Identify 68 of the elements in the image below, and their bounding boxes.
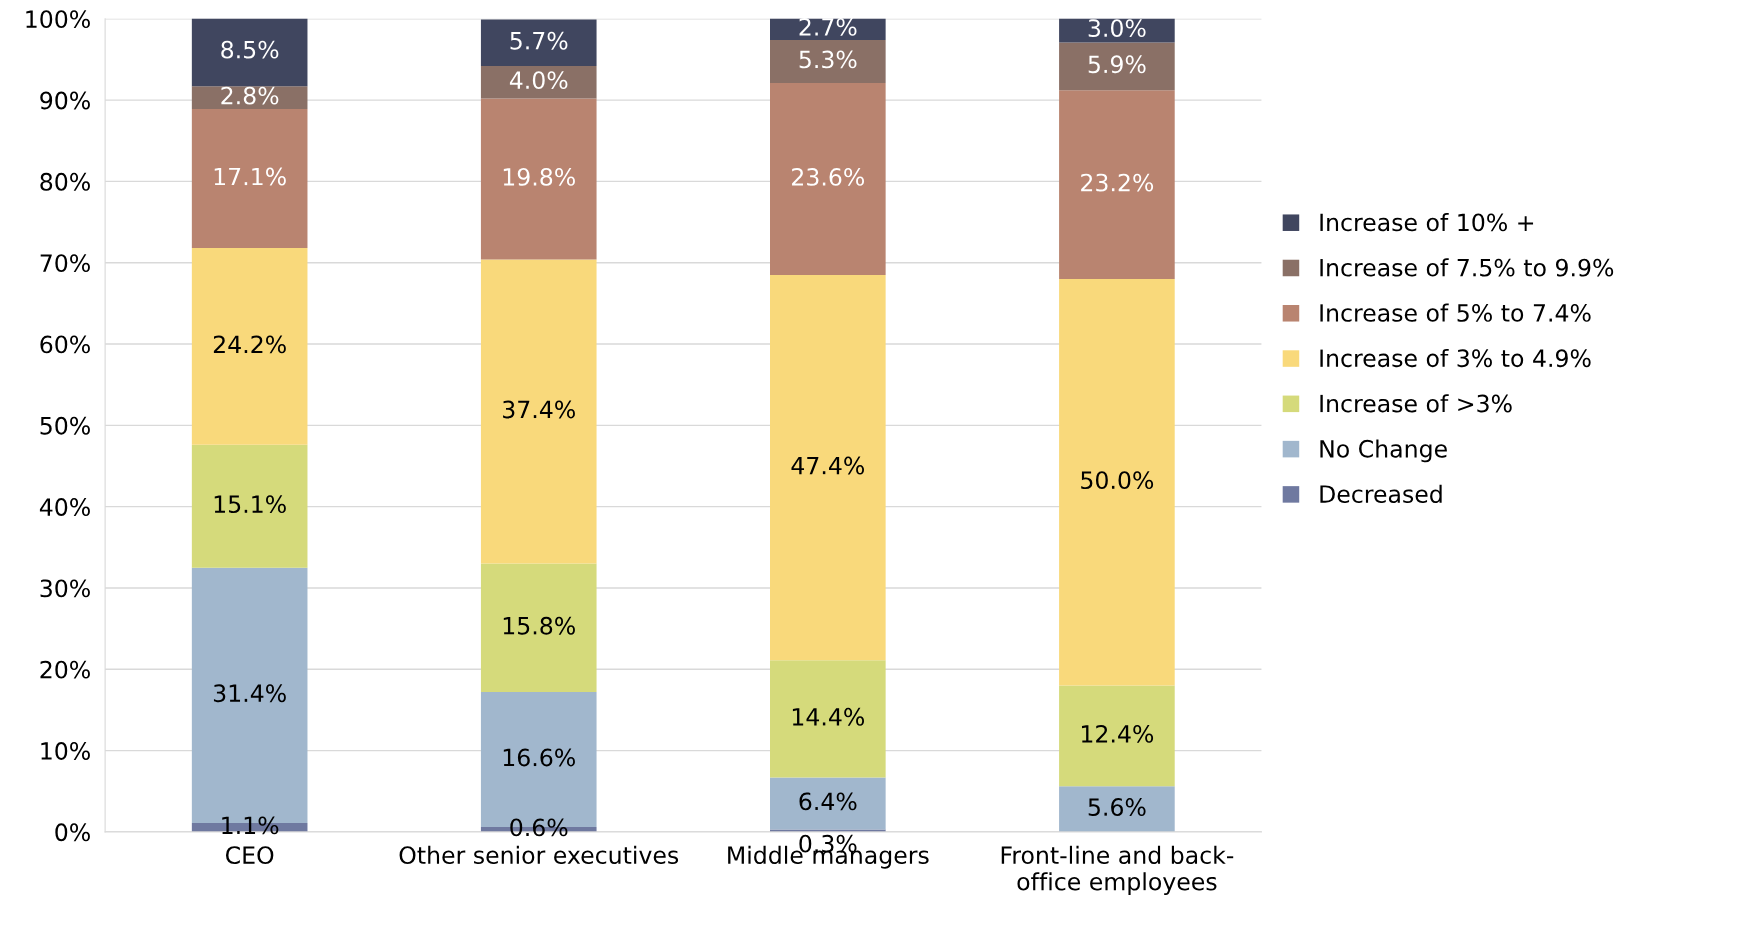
y-tick-label: 100% bbox=[26, 10, 90, 29]
bar bbox=[480, 563, 597, 693]
data-label: 1.1% bbox=[222, 816, 279, 835]
bar bbox=[1059, 90, 1175, 279]
bar bbox=[480, 259, 597, 564]
y-tick-label: 80% bbox=[40, 172, 90, 191]
legend-label: Increase of 10% + bbox=[1320, 213, 1534, 232]
bar bbox=[191, 444, 308, 568]
data-label: 19.8% bbox=[503, 167, 575, 186]
y-tick-label: 50% bbox=[40, 416, 90, 435]
legend-label: No Change bbox=[1320, 439, 1447, 463]
data-label: 4.0% bbox=[509, 71, 568, 90]
x-tick-label: Front-line and back- office employees bbox=[1001, 845, 1234, 896]
legend-label: Increase of 3% to 4.9% bbox=[1320, 348, 1591, 368]
bar bbox=[1059, 685, 1175, 787]
bar bbox=[770, 660, 886, 778]
data-label: 3.0% bbox=[1088, 19, 1146, 38]
bar bbox=[770, 39, 886, 84]
data-label: 5.7% bbox=[510, 31, 568, 50]
x-tick-label: Other senior executives bbox=[399, 845, 679, 865]
bar bbox=[1059, 42, 1175, 91]
y-tick-label: 90% bbox=[40, 91, 90, 110]
bar bbox=[1059, 786, 1175, 832]
bar bbox=[480, 65, 597, 99]
data-label: 5.9% bbox=[1088, 55, 1146, 74]
data-label: 2.7% bbox=[799, 17, 857, 36]
data-label: 31.4% bbox=[213, 684, 286, 703]
y-tick-label: 10% bbox=[41, 742, 90, 760]
bar bbox=[191, 248, 308, 445]
y-tick-label: 30% bbox=[40, 579, 90, 598]
data-label: 12.4% bbox=[1081, 724, 1154, 743]
y-tick-label: 70% bbox=[40, 254, 90, 273]
y-tick-label: 20% bbox=[40, 660, 90, 679]
bar bbox=[480, 98, 597, 260]
bar bbox=[770, 83, 886, 275]
y-tick-label: 0% bbox=[55, 823, 90, 842]
data-label: 8.5% bbox=[221, 40, 279, 59]
legend-label: Increase of >3% bbox=[1320, 394, 1512, 413]
data-label: 50.0% bbox=[1081, 471, 1154, 490]
data-label: 15.8% bbox=[503, 616, 575, 635]
data-label: 5.6% bbox=[1088, 798, 1146, 816]
data-label: 5.3% bbox=[799, 50, 857, 69]
bar bbox=[191, 109, 308, 249]
y-tick-label: 60% bbox=[40, 335, 90, 354]
bar bbox=[770, 18, 886, 40]
bar bbox=[770, 777, 886, 830]
data-label: 15.1% bbox=[214, 495, 286, 514]
data-label: 23.6% bbox=[792, 167, 865, 186]
data-label: 47.4% bbox=[791, 456, 865, 475]
bar bbox=[770, 274, 886, 661]
bar bbox=[191, 18, 308, 87]
data-label: 24.2% bbox=[213, 335, 286, 354]
data-label: 23.2% bbox=[1081, 173, 1154, 192]
legend-label: Decreased bbox=[1320, 484, 1442, 503]
x-tick-label: CEO bbox=[225, 846, 274, 865]
data-label: 6.4% bbox=[799, 792, 857, 811]
data-label: 16.6% bbox=[503, 748, 575, 767]
data-label: 2.8% bbox=[221, 86, 279, 105]
bar bbox=[191, 86, 308, 110]
bar bbox=[480, 19, 597, 66]
data-label: 37.4% bbox=[503, 400, 575, 419]
legend-label: Increase of 5% to 7.4% bbox=[1320, 303, 1591, 322]
y-tick-label: 40% bbox=[39, 498, 90, 516]
bar bbox=[1059, 278, 1175, 686]
data-label: 17.1% bbox=[214, 167, 286, 186]
data-label: 14.4% bbox=[792, 707, 865, 726]
data-label: 0.6% bbox=[510, 818, 568, 837]
legend-label: Increase of 7.5% to 9.9% bbox=[1320, 258, 1614, 277]
